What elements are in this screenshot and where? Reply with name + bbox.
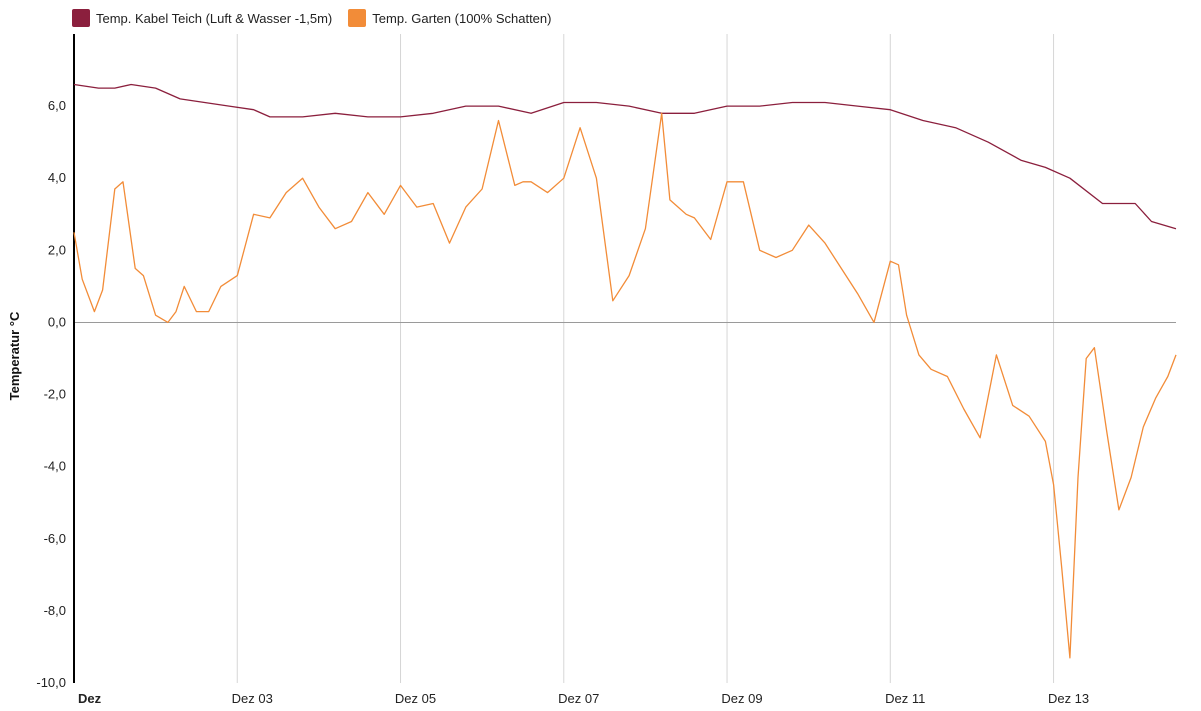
x-tick-label: Dez 11 xyxy=(885,691,925,706)
y-axis-title: Temperatur °C xyxy=(7,311,22,400)
series-line-kabel-teich xyxy=(73,83,1177,230)
y-axis-ticks: 6,0 4,0 2,0 0,0 -2,0 -4,0 -6,0 -8,0 -10,0 xyxy=(36,98,66,690)
y-tick-label: -8,0 xyxy=(44,603,66,618)
chart-legend: Temp. Kabel Teich (Luft & Wasser -1,5m) … xyxy=(72,9,551,27)
x-tick-label: Dez 03 xyxy=(232,691,273,706)
y-tick-label: 0,0 xyxy=(48,314,66,329)
y-tick-label: -4,0 xyxy=(44,459,66,474)
y-tick-label: 4,0 xyxy=(48,170,66,185)
legend-item-kabel-teich[interactable]: Temp. Kabel Teich (Luft & Wasser -1,5m) xyxy=(72,9,332,27)
x-tick-label: Dez 05 xyxy=(395,691,436,706)
y-tick-label: -2,0 xyxy=(44,387,66,402)
legend-item-garten[interactable]: Temp. Garten (100% Schatten) xyxy=(348,9,551,27)
legend-label-garten: Temp. Garten (100% Schatten) xyxy=(372,10,552,26)
x-tick-label: Dez 07 xyxy=(558,691,599,706)
legend-swatch-kabel-teich xyxy=(72,9,90,27)
legend-swatch-garten xyxy=(348,9,367,27)
legend-label-kabel-teich: Temp. Kabel Teich (Luft & Wasser -1,5m) xyxy=(96,10,333,26)
series-lines xyxy=(73,83,1177,659)
series-line-garten xyxy=(73,112,1177,659)
x-axis-ticks: Dez Dez 03 Dez 05 Dez 07 Dez 09 Dez 11 Dez 13 xyxy=(78,691,1089,706)
x-tick-label: Dez 09 xyxy=(721,691,762,706)
grid-lines xyxy=(73,34,1176,683)
x-tick-label: Dez xyxy=(78,691,102,706)
y-tick-label: 6,0 xyxy=(48,98,66,113)
y-tick-label: 2,0 xyxy=(48,242,66,257)
y-tick-label: -10,0 xyxy=(36,675,66,690)
y-tick-label: -6,0 xyxy=(44,531,66,546)
x-tick-label: Dez 13 xyxy=(1048,691,1089,706)
